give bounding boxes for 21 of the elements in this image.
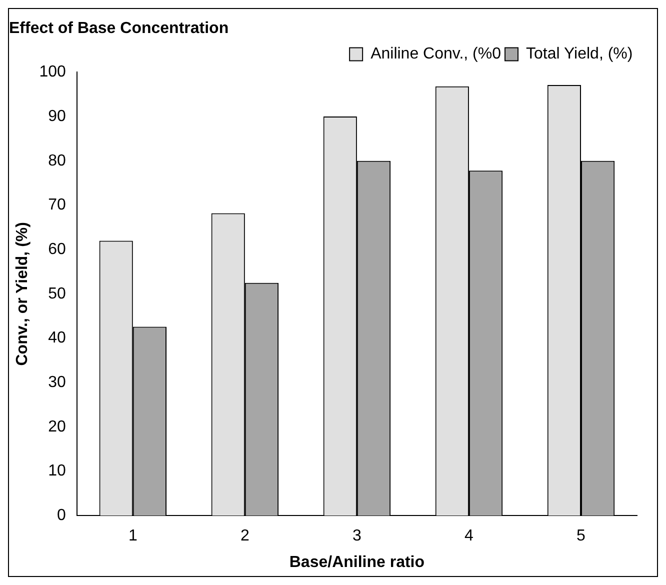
y-tick-label: 0	[56, 507, 66, 524]
y-tick-label: 20	[48, 418, 66, 436]
x-tick-label: 4	[464, 528, 474, 545]
y-tick-label: 70	[48, 196, 66, 214]
legend-label: Total Yield, (%)	[526, 46, 633, 63]
x-tick-label: 1	[128, 528, 138, 545]
chart-title: Effect of Base Concentration	[9, 20, 229, 38]
x-tick-label: 2	[240, 528, 250, 545]
y-tick-label: 10	[48, 462, 66, 480]
y-tick-label: 90	[48, 108, 66, 125]
legend-label: Aniline Conv., (%0	[370, 46, 502, 63]
y-tick-label: 40	[48, 330, 66, 347]
x-tick-label: 5	[576, 528, 586, 545]
y-tick-label: 50	[48, 285, 66, 302]
y-tick-label: 80	[48, 152, 66, 170]
y-axis-title: Conv., or Yield, (%)	[14, 222, 32, 366]
y-tick-label: 30	[48, 374, 66, 391]
x-axis-title: Base/Aniline ratio	[289, 554, 425, 571]
x-tick-label: 3	[352, 528, 362, 545]
y-tick-label: 100	[39, 64, 66, 81]
y-tick-label: 60	[48, 240, 66, 258]
